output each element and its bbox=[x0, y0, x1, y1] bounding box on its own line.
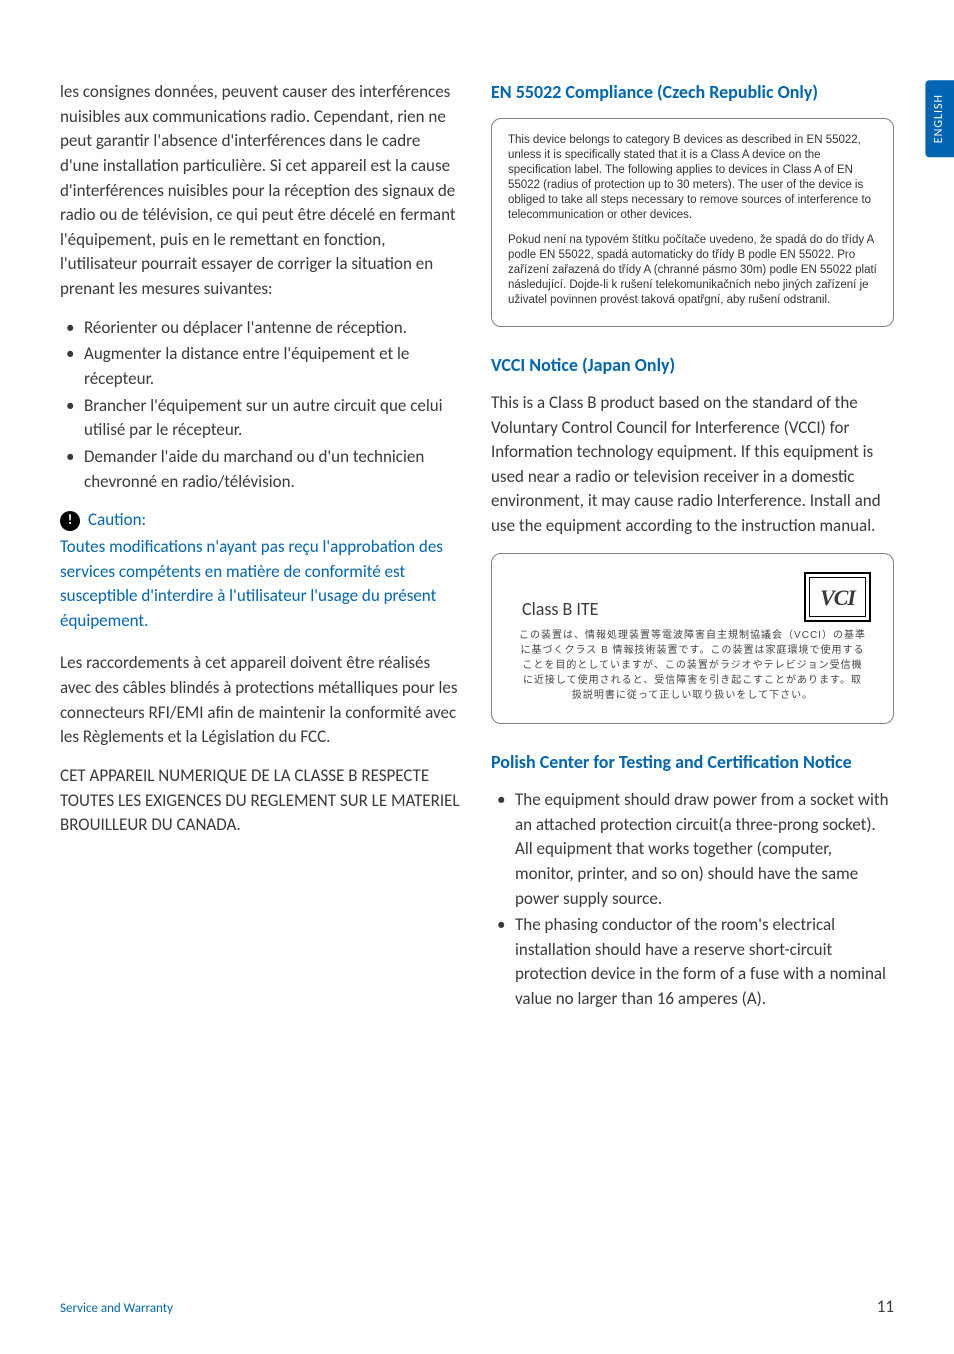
list-item: The phasing conductor of the room's elec… bbox=[491, 913, 894, 1012]
vcci-japanese-text: この装置は、情報処理装置等電波障害自主規制協議会（VCCI）の基準に基づくクラス… bbox=[514, 628, 871, 703]
vcci-class-label: Class B ITE bbox=[514, 596, 598, 622]
section-title-vcci: VCCI Notice (Japan Only) bbox=[491, 353, 894, 377]
intro-paragraph: les consignes données, peuvent causer de… bbox=[60, 80, 463, 302]
vcci-logo: VCI bbox=[804, 572, 871, 622]
polish-list: The equipment should draw power from a s… bbox=[491, 788, 894, 1012]
language-tab: ENGLISH bbox=[925, 80, 954, 157]
footer-section-label: Service and Warranty bbox=[60, 1300, 173, 1319]
list-item: Réorienter ou déplacer l'antenne de réce… bbox=[60, 316, 463, 341]
caution-label: Caution: bbox=[88, 508, 146, 533]
measures-list: Réorienter ou déplacer l'antenne de réce… bbox=[60, 316, 463, 494]
list-item: Demander l'aide du marchand ou d'un tech… bbox=[60, 445, 463, 494]
caution-icon: ! bbox=[60, 511, 80, 531]
en55022-box: This device belongs to category B device… bbox=[491, 118, 894, 326]
en55022-english: This device belongs to category B device… bbox=[508, 133, 877, 223]
caution-body: Toutes modifications n'ayant pas reçu l'… bbox=[60, 535, 463, 634]
vcci-body: This is a Class B product based on the s… bbox=[491, 391, 894, 539]
list-item: The equipment should draw power from a s… bbox=[491, 788, 894, 911]
section-title-polish: Polish Center for Testing and Certificat… bbox=[491, 750, 894, 774]
section-title-en55022: EN 55022 Compliance (Czech Republic Only… bbox=[491, 80, 894, 104]
vcci-logo-text: VCI bbox=[820, 582, 855, 614]
list-item: Augmenter la distance entre l'équipement… bbox=[60, 342, 463, 391]
vcci-box: Class B ITE VCI この装置は、情報処理装置等電波障害自主規制協議会… bbox=[491, 553, 894, 724]
en55022-czech: Pokud není na typovém štítku počítače uv… bbox=[508, 233, 877, 308]
footer-page-number: 11 bbox=[877, 1295, 894, 1320]
shielded-cables-paragraph: Les raccordements à cet appareil doivent… bbox=[60, 651, 463, 750]
list-item: Brancher l'équipement sur un autre circu… bbox=[60, 394, 463, 443]
canada-paragraph: CET APPAREIL NUMERIQUE DE LA CLASSE B RE… bbox=[60, 764, 463, 838]
